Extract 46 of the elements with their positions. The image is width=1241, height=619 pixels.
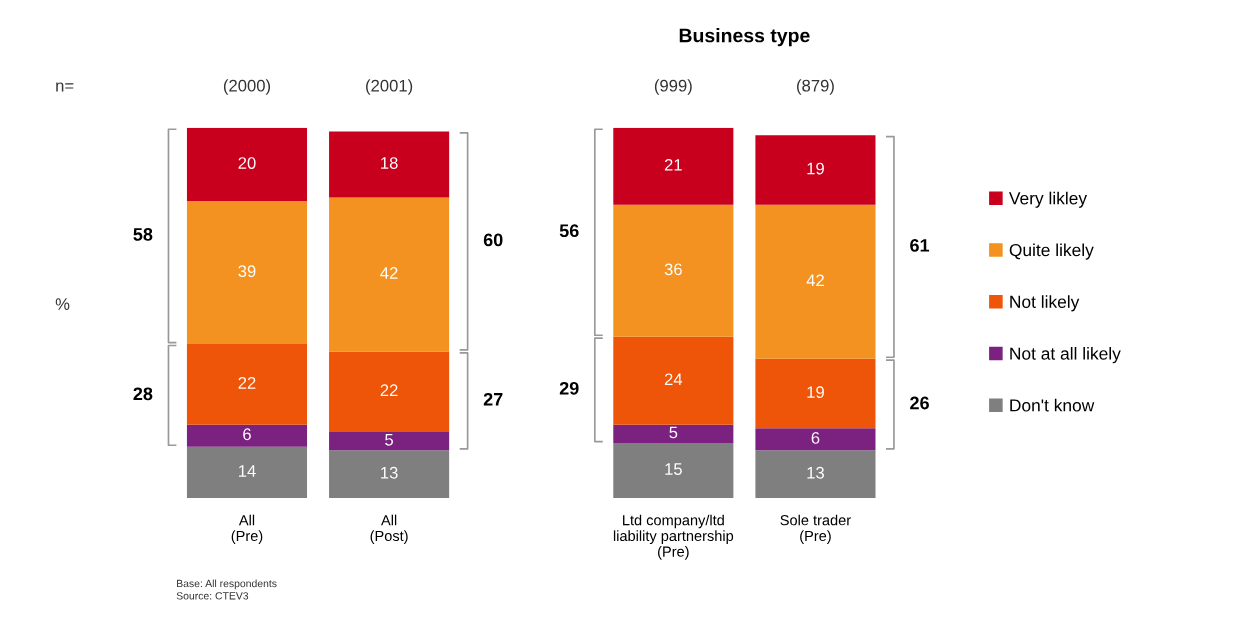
text: Base: All respondents <box>177 579 277 590</box>
data-label: 42 <box>806 274 824 287</box>
x-tick-label: Sole trader (Pre) <box>780 514 851 544</box>
legend-label: Don't know <box>1010 398 1095 412</box>
data-label: 22 <box>238 377 256 389</box>
data-label: 18 <box>381 157 398 169</box>
data-label: 24 <box>664 373 683 386</box>
text: 26 <box>910 396 929 410</box>
text: (2000) <box>223 79 271 95</box>
annotation: 27 <box>483 392 503 406</box>
text: (999) <box>654 79 692 95</box>
legend-label: Very likley <box>1008 191 1088 208</box>
data-label: 21 <box>664 158 682 171</box>
legend-label: Not likely <box>1010 295 1080 312</box>
text: 61 <box>910 239 930 252</box>
data-label: 19 <box>807 386 824 399</box>
data-label: 6 <box>243 428 251 441</box>
data-label: 39 <box>238 265 256 278</box>
chart-title: Business type <box>679 28 810 47</box>
annotation: 60 <box>483 233 503 247</box>
text: % <box>55 298 70 310</box>
data-label: 13 <box>381 466 398 479</box>
data-label: 13 <box>807 466 824 479</box>
data-label: 36 <box>664 263 682 276</box>
source-note: Source: CTEV3 <box>176 592 249 600</box>
data-label: 5 <box>385 434 394 446</box>
data-label: 14 <box>238 465 256 477</box>
data-label: 15 <box>665 463 682 475</box>
data-label: 6 <box>811 432 820 444</box>
annotation: 56 <box>559 224 579 238</box>
text: 58 <box>133 228 153 241</box>
legend-label: Not at all likely <box>1010 346 1121 364</box>
x-tick-label: Ltd company/ltd liability partnership (Pre) <box>613 514 734 560</box>
data-label: 19 <box>807 162 824 175</box>
data-label: 20 <box>238 157 256 169</box>
legend-label: Quite likely <box>1009 243 1094 260</box>
x-tick-label: All (Pre) <box>231 514 263 544</box>
data-label: 42 <box>380 267 398 279</box>
text: (879) <box>797 79 834 95</box>
data-label: 22 <box>380 384 398 397</box>
text: n= <box>56 82 74 92</box>
x-tick-label: All (Post) <box>370 514 408 544</box>
text: 28 <box>133 387 153 401</box>
text: (2001) <box>366 79 413 95</box>
data-label: 5 <box>669 426 678 439</box>
annotation: 29 <box>559 381 579 395</box>
